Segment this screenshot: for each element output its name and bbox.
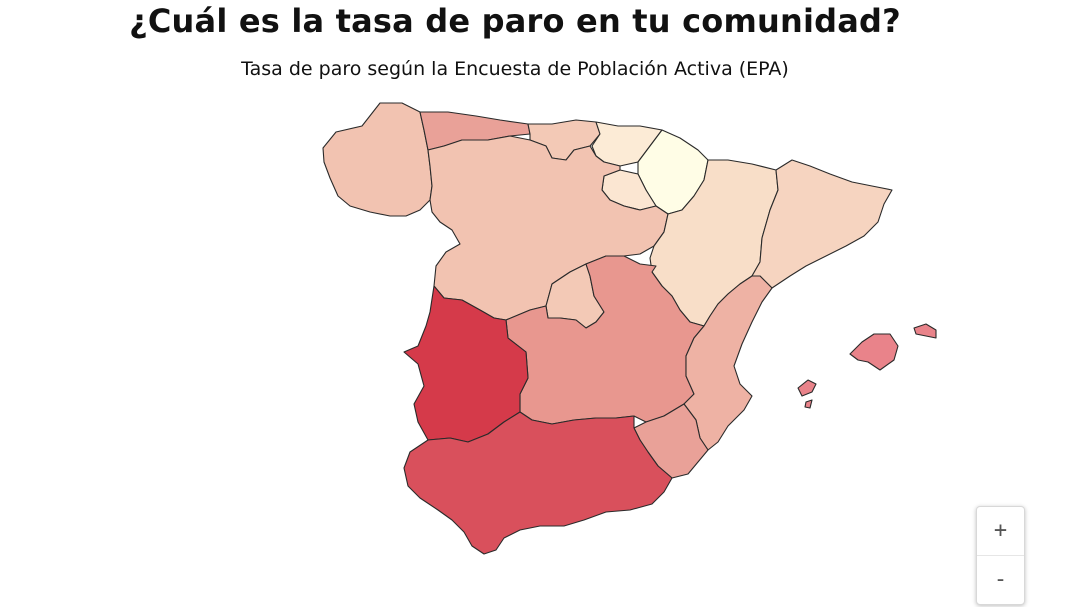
region-baleares-menorca[interactable] bbox=[913, 323, 937, 339]
region-cataluna[interactable] bbox=[751, 159, 893, 289]
region-baleares-mallorca[interactable] bbox=[849, 333, 899, 371]
region-castilla-y-leon[interactable] bbox=[427, 135, 669, 321]
region-galicia[interactable] bbox=[322, 102, 433, 217]
region-baleares-formentera[interactable] bbox=[804, 399, 813, 409]
zoom-in-button[interactable]: + bbox=[993, 518, 1008, 543]
region-andalucia[interactable] bbox=[403, 411, 673, 555]
region-valencia[interactable] bbox=[683, 275, 773, 451]
map-title: ¿Cuál es la tasa de paro en tu comunidad… bbox=[129, 2, 901, 40]
zoom-control: + - bbox=[976, 506, 1025, 605]
map-subtitle: Tasa de paro según la Encuesta de Poblac… bbox=[241, 58, 789, 80]
region-pais-vasco[interactable] bbox=[591, 121, 663, 167]
zoom-out-button[interactable]: - bbox=[977, 555, 1024, 604]
region-baleares-ibiza[interactable] bbox=[797, 379, 817, 397]
